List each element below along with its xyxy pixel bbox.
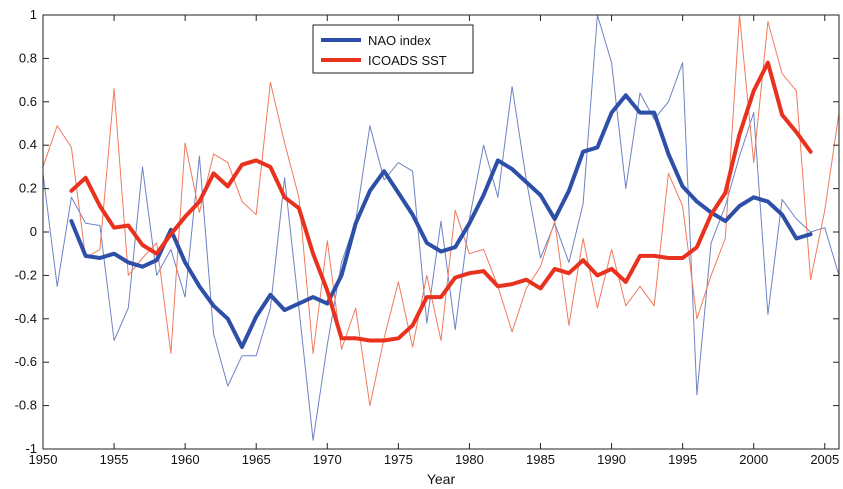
y-tick-label: -0.6 xyxy=(15,354,37,369)
series-line-1 xyxy=(69,60,813,343)
x-tick-label: 2005 xyxy=(810,452,839,467)
axis-ticks xyxy=(42,14,839,450)
y-tick-label: 0.2 xyxy=(19,181,37,196)
y-tick-label: 0.6 xyxy=(19,94,37,109)
legend-box xyxy=(312,24,474,74)
x-tick-label: 1970 xyxy=(313,452,342,467)
thick-series-group xyxy=(69,60,813,349)
series-line-thin-2 xyxy=(42,14,840,441)
x-tick-label: 1990 xyxy=(597,452,626,467)
x-tick-label: 2000 xyxy=(739,452,768,467)
series-line-thin-3 xyxy=(42,14,840,407)
plot-background xyxy=(43,15,839,449)
x-tick-label: 1960 xyxy=(171,452,200,467)
y-tick-label: -0.2 xyxy=(15,267,37,282)
x-tick-label: 1950 xyxy=(29,452,58,467)
x-tick-label: 1985 xyxy=(526,452,555,467)
legend-label-nao: NAO index xyxy=(368,33,431,48)
y-tick-label: 0.4 xyxy=(19,137,37,152)
x-tick-label: 1995 xyxy=(668,452,697,467)
x-axis-title: Year xyxy=(427,471,456,487)
thin-series-group xyxy=(42,14,840,441)
y-tick-label: -0.8 xyxy=(15,398,37,413)
y-tick-labels: -1 -0.8 -0.6 -0.4 -0.2 0 0.2 0.4 0.6 0.8 1 xyxy=(15,7,37,456)
x-tick-labels: 1950 1955 1960 1965 1970 1975 1980 1985 1990 1995… xyxy=(29,452,840,467)
y-tick-label: 1 xyxy=(30,7,37,22)
x-tick-label: 1980 xyxy=(455,452,484,467)
y-tick-label: 0 xyxy=(30,224,37,239)
x-tick-label: 1975 xyxy=(384,452,413,467)
legend-label-sst: ICOADS SST xyxy=(368,53,447,68)
x-tick-label: 1965 xyxy=(242,452,271,467)
y-tick-label: -1 xyxy=(25,441,37,456)
x-tick-label: 1955 xyxy=(100,452,129,467)
series-line-0 xyxy=(69,93,813,349)
y-tick-label: -0.4 xyxy=(15,311,37,326)
legend: NAO index ICOADS SST xyxy=(312,24,474,74)
y-tick-label: 0.8 xyxy=(19,50,37,65)
